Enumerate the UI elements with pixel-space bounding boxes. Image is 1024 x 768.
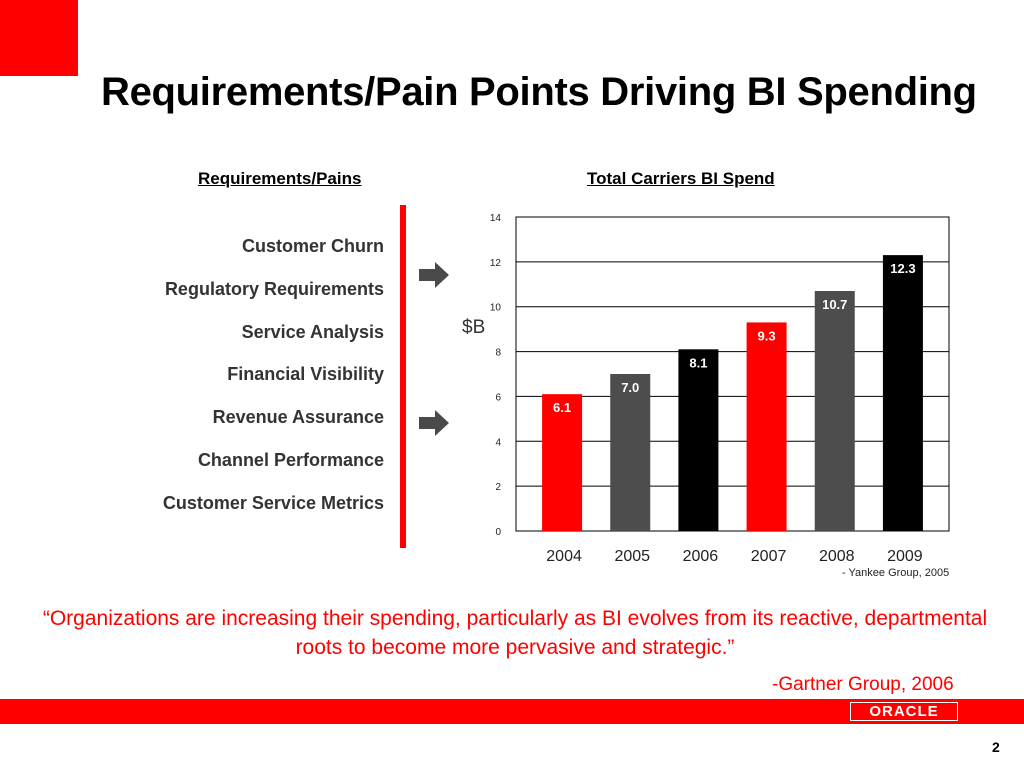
right-arrow-icon [419,262,449,288]
right-arrow-icon [419,410,449,436]
requirement-item: Customer Service Metrics [162,492,384,513]
y-tick-label: 14 [490,213,502,224]
bar-data-label: 10.7 [822,297,847,312]
bar [678,349,719,531]
page-number: 2 [992,739,1000,755]
y-tick-label: 4 [495,437,501,448]
x-tick-label: 2004 [546,548,582,565]
requirement-item: Financial Visibility [227,364,384,385]
y-tick-label: 10 [490,303,502,314]
quote-attribution: -Gartner Group, 2006 [772,674,954,695]
bar-data-label: 9.3 [758,328,776,343]
requirements-heading: Requirements/Pains [198,169,362,188]
bar [542,394,583,531]
y-tick-label: 2 [495,482,501,493]
requirement-item: Customer Churn [241,236,384,256]
corner-accent-block [0,0,78,76]
bar-data-label: 7.0 [621,380,639,395]
x-tick-label: 2009 [887,548,923,565]
bar-data-label: 12.3 [890,261,915,276]
x-tick-label: 2007 [751,548,787,565]
bar [814,291,855,531]
x-tick-label: 2008 [819,548,855,565]
y-axis-label: $B [462,317,485,338]
x-tick-label: 2005 [614,548,650,565]
bar [610,374,651,531]
divider-red-line [400,205,406,548]
chart-heading: Total Carriers BI Spend [587,169,775,188]
requirements-list: Customer Churn Regulatory Requirements S… [100,232,384,532]
oracle-logo: ORACLE [850,702,958,721]
requirement-item: Revenue Assurance [212,407,384,428]
y-tick-label: 12 [490,258,502,269]
bar-data-label: 8.1 [689,355,707,370]
page-title: Requirements/Pain Points Driving BI Spen… [101,69,977,114]
x-tick-label: 2006 [683,548,719,565]
y-tick-label: 8 [495,348,501,359]
y-tick-label: 6 [495,392,501,403]
bi-spend-bar-chart: 0 2 4 6 8 10 12 14 $B 6.1 2004 7.0 2005 8.1 2006 9.3 200… [462,213,950,565]
requirement-item: Regulatory Requirements [164,278,384,299]
bar [746,322,787,531]
y-tick-label: 0 [495,527,501,538]
footer-bar: ORACLE [0,699,1024,724]
bar-data-label: 6.1 [553,400,571,415]
requirement-item: Channel Performance [197,449,384,470]
requirement-item: Service Analysis [241,321,384,342]
bar [882,255,923,531]
chart-source-note: - Yankee Group, 2005 [842,567,950,579]
gartner-quote: “Organizations are increasing their spen… [42,607,988,659]
